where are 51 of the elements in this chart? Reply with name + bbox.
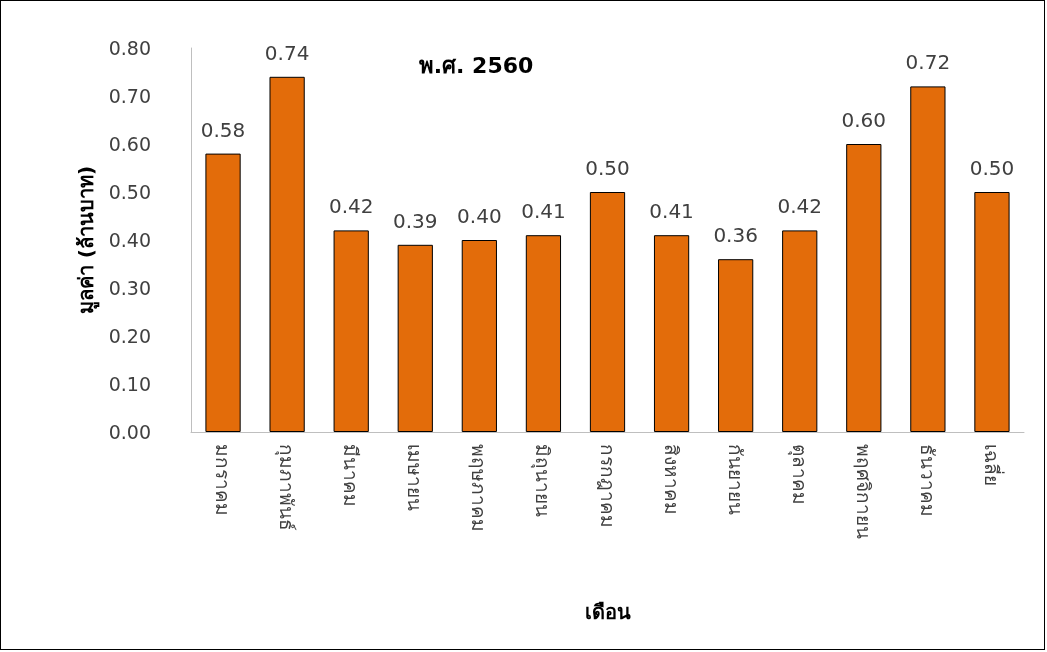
x-tick-label: ตุลาคม xyxy=(786,444,811,505)
y-tick-label: 0.20 xyxy=(108,325,151,347)
data-label: 0.50 xyxy=(969,156,1015,180)
y-axis-title: มูลค่า (ล้านบาท) xyxy=(74,165,100,315)
chart-title: พ.ศ. 2560 xyxy=(418,52,534,78)
x-tick-label: ธันวาคม xyxy=(916,444,939,517)
data-label: 0.58 xyxy=(200,117,246,142)
bar xyxy=(846,144,882,432)
y-tick-label: 0.40 xyxy=(108,229,151,251)
x-tick-label: กรกฎาคม xyxy=(596,444,619,528)
y-tick-label: 0.70 xyxy=(108,85,151,107)
x-tick-label: กุมภาพันธ์ xyxy=(274,444,299,531)
x-tick-label: พฤษภาคม xyxy=(468,444,491,532)
bar xyxy=(397,244,433,432)
x-tick-label: เมษายน xyxy=(404,444,427,511)
bar xyxy=(461,240,497,432)
x-tick-label: เฉลี่ย xyxy=(980,444,1005,486)
data-label: 0.36 xyxy=(713,223,758,248)
x-tick-label: พฤศจิกายน xyxy=(852,444,875,539)
x-tick-label: กันยายน xyxy=(724,444,747,515)
bar xyxy=(653,235,690,432)
data-label: 0.39 xyxy=(393,208,438,233)
y-tick-label: 0.00 xyxy=(108,421,151,443)
data-label: 0.60 xyxy=(841,108,887,132)
bar xyxy=(269,76,305,432)
x-axis-title: เดือน xyxy=(584,600,631,624)
data-label: 0.72 xyxy=(905,50,951,75)
bar xyxy=(333,230,369,432)
x-tick-label: มีนาคม xyxy=(340,444,363,507)
bar xyxy=(974,192,1010,432)
bar xyxy=(589,192,626,432)
data-label: 0.74 xyxy=(264,40,310,65)
bar xyxy=(205,153,241,432)
y-tick-label: 0.50 xyxy=(108,181,151,203)
data-label: 0.42 xyxy=(328,194,374,219)
data-label: 0.41 xyxy=(521,199,566,224)
bar xyxy=(525,235,562,432)
bar xyxy=(782,230,818,432)
data-label: 0.50 xyxy=(585,156,630,180)
bar xyxy=(718,259,754,432)
y-tick-label: 0.30 xyxy=(108,277,151,299)
y-tick-label: 0.10 xyxy=(108,373,151,395)
y-tick-label: 0.80 xyxy=(108,37,151,59)
data-label: 0.41 xyxy=(649,199,694,224)
x-tick-label: มกราคม xyxy=(212,444,235,516)
data-label: 0.40 xyxy=(457,204,502,228)
bar xyxy=(910,86,946,432)
x-tick-label: มิถุนายน xyxy=(530,444,555,517)
x-tick-label: สิงหาคม xyxy=(660,444,683,515)
data-label: 0.42 xyxy=(777,194,822,219)
y-tick-label: 0.60 xyxy=(108,133,151,155)
